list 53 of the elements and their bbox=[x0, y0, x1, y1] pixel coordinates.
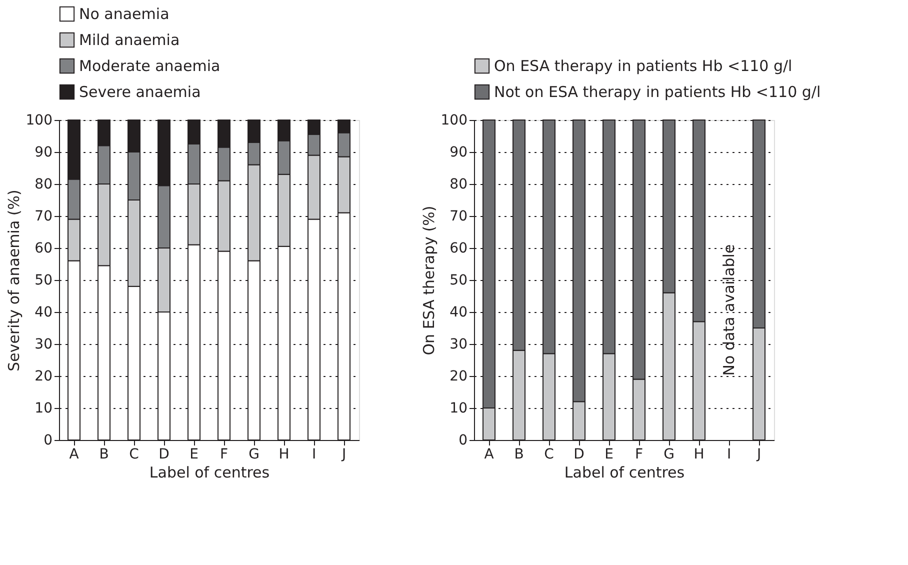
y-tick-label: 10 bbox=[450, 400, 468, 416]
x-tick-label: J bbox=[756, 446, 762, 462]
y-tick-label: 90 bbox=[450, 144, 468, 160]
x-tick-label: G bbox=[664, 446, 674, 462]
y-tick-label: 20 bbox=[34, 368, 52, 384]
x-tick-label: H bbox=[278, 446, 290, 462]
y-tick-label: 40 bbox=[450, 304, 468, 320]
y-tick-label: 30 bbox=[450, 336, 468, 352]
y-tick-label: 50 bbox=[34, 272, 52, 288]
legend-label: Moderate anaemia bbox=[79, 57, 220, 75]
y-tick-label: 80 bbox=[34, 176, 52, 192]
x-tick-label: C bbox=[129, 446, 140, 462]
x-tick-label: A bbox=[484, 446, 494, 462]
y-tick-label: 50 bbox=[450, 272, 468, 288]
x-tick-label: I bbox=[312, 446, 316, 462]
y-tick-label: 60 bbox=[450, 240, 468, 256]
legend-label: On ESA therapy in patients Hb <110 g/l bbox=[494, 57, 792, 75]
y-tick-label: 70 bbox=[34, 208, 52, 224]
y-tick-label: 60 bbox=[34, 240, 52, 256]
y-tick-label: 30 bbox=[34, 336, 52, 352]
legend-label: Not on ESA therapy in patients Hb <110 g/l bbox=[494, 83, 821, 101]
x-tick-label: B bbox=[514, 446, 524, 462]
x-tick-label: G bbox=[248, 446, 260, 462]
legend-label: Mild anaemia bbox=[79, 31, 180, 49]
x-tick-label: E bbox=[604, 446, 614, 462]
legend-label: Severe anaemia bbox=[79, 83, 201, 101]
x-tick-label: F bbox=[220, 446, 228, 462]
y-tick-label: 20 bbox=[450, 368, 468, 384]
x-tick-label: D bbox=[574, 446, 584, 462]
y-tick-label: 80 bbox=[450, 176, 468, 192]
y-tick-label: 70 bbox=[450, 208, 468, 224]
x-tick-label: I bbox=[726, 446, 732, 462]
y-tick-label: 100 bbox=[26, 112, 52, 128]
y-axis-title: On ESA therapy (%) bbox=[420, 206, 438, 356]
y-tick-label: 90 bbox=[34, 144, 52, 160]
x-tick-label: D bbox=[158, 446, 170, 462]
x-tick-label: A bbox=[69, 446, 80, 462]
x-tick-label: E bbox=[190, 446, 198, 462]
x-tick-label: B bbox=[99, 446, 109, 462]
y-axis-title: Severity of anaemia (%) bbox=[4, 190, 23, 372]
x-axis-title: Label of centres bbox=[149, 464, 270, 482]
x-tick-label: J bbox=[340, 446, 346, 462]
y-tick-label: 10 bbox=[34, 400, 52, 416]
annotation: No data available bbox=[720, 244, 738, 376]
y-tick-label: 0 bbox=[458, 432, 468, 448]
x-tick-label: C bbox=[544, 446, 554, 462]
y-tick-label: 40 bbox=[34, 304, 52, 320]
x-axis-title: Label of centres bbox=[564, 464, 685, 482]
x-tick-label: H bbox=[694, 446, 704, 462]
y-tick-label: 0 bbox=[44, 432, 52, 448]
y-tick-label: 100 bbox=[440, 112, 468, 128]
legend-label: No anaemia bbox=[79, 5, 170, 23]
x-tick-label: F bbox=[634, 446, 644, 462]
